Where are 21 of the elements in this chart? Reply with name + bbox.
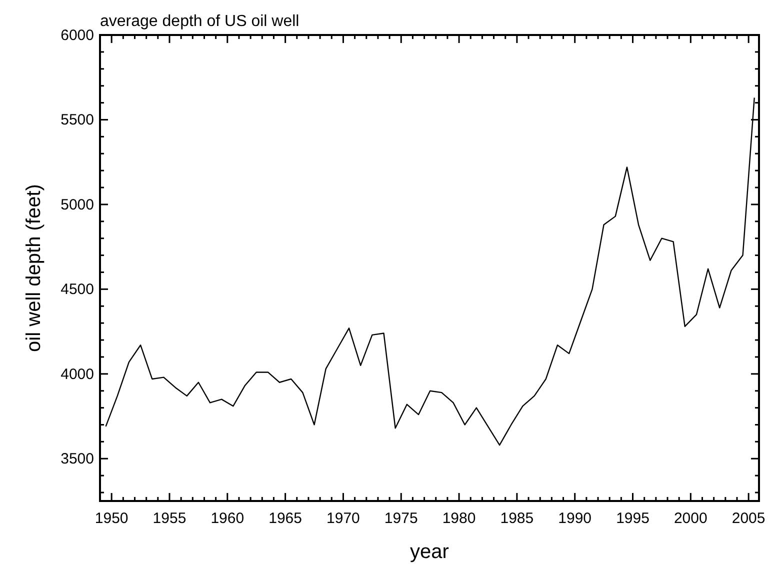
y-tick-label: 4000 xyxy=(60,366,94,383)
y-tick-label: 4500 xyxy=(60,281,94,298)
x-tick-label: 1970 xyxy=(326,510,360,527)
y-axis-title: oil well depth (feet) xyxy=(23,184,45,352)
y-tick-label: 5500 xyxy=(60,112,94,129)
x-tick-label: 1990 xyxy=(558,510,592,527)
x-tick-label: 1960 xyxy=(210,510,244,527)
x-tick-label: 1965 xyxy=(268,510,302,527)
x-tick-label: 2005 xyxy=(732,510,766,527)
x-tick-label: 1985 xyxy=(500,510,534,527)
x-tick-label: 2000 xyxy=(674,510,708,527)
x-tick-label: 1955 xyxy=(152,510,186,527)
x-tick-label: 1995 xyxy=(616,510,650,527)
x-tick-label: 1975 xyxy=(384,510,418,527)
y-tick-label: 6000 xyxy=(60,27,94,44)
x-axis-title: year xyxy=(410,541,450,563)
y-tick-label: 3500 xyxy=(60,450,94,468)
chart-title: average depth of US oil well xyxy=(100,13,300,30)
y-tick-label: 5000 xyxy=(60,196,94,214)
x-tick-label: 1950 xyxy=(94,510,128,527)
x-tick-label: 1980 xyxy=(442,510,476,527)
